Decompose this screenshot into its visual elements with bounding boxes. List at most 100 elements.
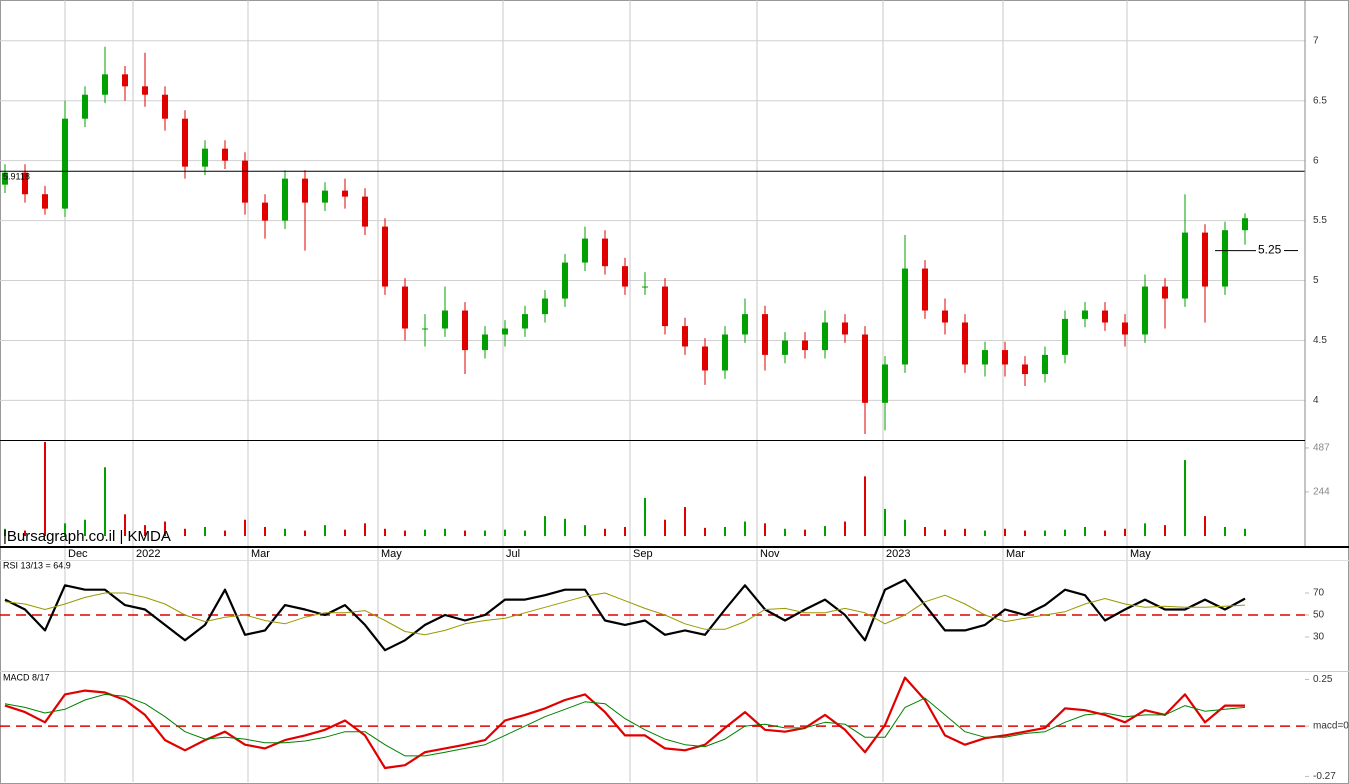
candle-body [282,178,288,221]
candle-body [422,328,428,330]
volume-bar [1224,526,1226,536]
candle-body [882,364,888,403]
y-tick-label: 6 [1313,155,1319,166]
candle-body [802,340,808,351]
volume-bar [304,530,306,536]
x-tick-label: Mar [1006,548,1025,560]
volume-bar [484,530,486,536]
volume-bar [124,514,126,536]
volume-bar [184,528,186,536]
volume-bar [204,526,206,536]
candle-body [862,334,868,403]
volume-bar [1044,530,1046,536]
y-tick-label: 7 [1313,35,1319,46]
candle-body [402,286,408,329]
volume-bar [244,519,246,536]
volume-bar [1064,529,1066,536]
candle-body [82,94,88,119]
volume-bar [424,529,426,536]
candle-body [822,322,828,351]
volume-bar [944,529,946,536]
indicator-line [4,578,1246,652]
marks [0,46,1305,770]
y-tick-label: 6.5 [1313,95,1327,106]
candle-body [182,118,188,167]
x-tick-label: Dec [68,548,88,560]
candle-body [1102,310,1108,323]
volume-bar [1204,516,1206,536]
volume-bar [44,441,46,536]
volume-bar [704,527,706,536]
candle-body [1122,322,1128,335]
candle-body [902,268,908,365]
candle-body [502,328,508,335]
indicator-line [4,676,1245,770]
candle-body [762,314,768,355]
volume-bar [964,528,966,536]
volume-bar [144,525,146,536]
reference-label: 5.9118 [3,172,30,182]
volume-bar [844,521,846,536]
candle-body [602,238,608,267]
candle-body [742,314,748,335]
candle-body [382,226,388,287]
volume-bar [724,526,726,536]
x-tick-label: Jul [506,548,520,560]
volume-bar [224,530,226,536]
x-tick-label: May [1130,548,1151,560]
volume-bar [1024,530,1026,536]
panel-title: RSI 13/13 = 64.9 [3,560,71,570]
y-tick-label: 487 [1313,443,1330,454]
candle-body [722,334,728,371]
volume-bar [64,523,66,536]
volume-bar [1084,526,1086,536]
candle-body [42,194,48,209]
y-tick-label: 0.25 [1313,674,1333,685]
y-tick-label: 4.5 [1313,335,1327,346]
candle-body [622,266,628,287]
y-tick-label: 5.5 [1313,215,1327,226]
volume-bar [1164,525,1166,536]
volume-bar [404,530,406,536]
candle-body [362,196,368,227]
candle-body [542,298,548,315]
volume-bar [684,507,686,536]
candle-body [1242,218,1248,231]
volume-bar [924,526,926,536]
candle-body [702,346,708,371]
candle-body [1002,350,1008,365]
volume-bar [824,526,826,536]
y-tick-label: macd=0 [1313,721,1349,732]
volume-bar [864,476,866,536]
volume-bar [4,528,6,536]
volume-bar [744,521,746,536]
indicator-line [4,693,1246,757]
candle-body [1202,232,1208,287]
volume-bar [1184,460,1186,536]
volume-bar [464,530,466,536]
volume-bar [364,523,366,536]
volume-bar [84,519,86,536]
candle-body [302,178,308,203]
volume-bar [264,526,266,536]
volume-bar [104,467,106,536]
volume-bar [324,525,326,536]
y-tick-label: 30 [1313,632,1325,643]
volume-bar [384,528,386,536]
volume-bar [884,508,886,536]
y-tick-label: 244 [1313,487,1330,498]
candle-body [342,190,348,197]
volume-bar [1004,528,1006,536]
candle-body [662,286,668,327]
volume-bar [284,528,286,536]
candle-body [1082,310,1088,319]
candle-body [142,86,148,95]
candle-body [2,172,8,185]
candle-body [522,314,528,329]
candle-body [1222,230,1228,287]
volume-bar [644,498,646,536]
candle-body [22,172,28,195]
volume-bar [504,529,506,536]
volume-bar [584,525,586,536]
